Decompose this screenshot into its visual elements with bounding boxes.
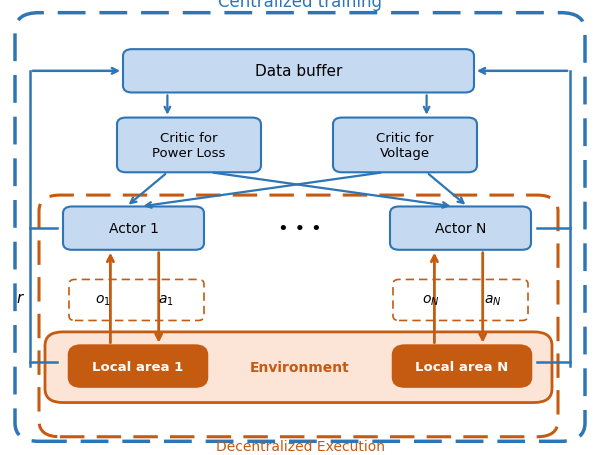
Text: Actor 1: Actor 1	[109, 222, 158, 236]
Text: Local area 1: Local area 1	[92, 360, 184, 373]
Text: Critic for
Voltage: Critic for Voltage	[376, 131, 434, 160]
Text: Actor N: Actor N	[435, 222, 486, 236]
Text: Critic for
Power Loss: Critic for Power Loss	[152, 131, 226, 160]
FancyBboxPatch shape	[117, 118, 261, 173]
Text: $a_1$: $a_1$	[158, 293, 174, 308]
FancyBboxPatch shape	[123, 50, 474, 93]
Text: Environment: Environment	[250, 360, 350, 374]
Text: Decentralized Execution: Decentralized Execution	[215, 439, 385, 453]
FancyBboxPatch shape	[45, 332, 552, 403]
Text: r: r	[17, 290, 23, 305]
Text: Local area N: Local area N	[415, 360, 509, 373]
Text: $o_1$: $o_1$	[95, 293, 110, 308]
Text: Data buffer: Data buffer	[255, 64, 342, 79]
Text: $o_N$: $o_N$	[422, 293, 440, 308]
Text: • • •: • • •	[278, 220, 322, 238]
Text: $a_N$: $a_N$	[484, 293, 502, 308]
FancyBboxPatch shape	[390, 207, 531, 250]
FancyBboxPatch shape	[69, 346, 207, 387]
FancyBboxPatch shape	[63, 207, 204, 250]
FancyBboxPatch shape	[393, 346, 531, 387]
FancyBboxPatch shape	[333, 118, 477, 173]
Text: Centralized training: Centralized training	[218, 0, 382, 11]
